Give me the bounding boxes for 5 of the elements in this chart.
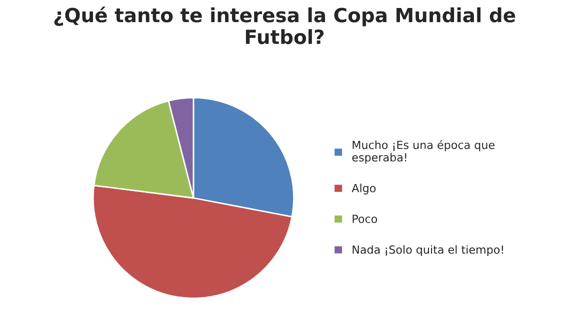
legend-label: Poco [352, 214, 378, 224]
legend-label: Nada ¡Solo quita el tiempo! [352, 245, 503, 256]
legend-label: Algo [352, 184, 376, 194]
legend-label: Mucho ¡Es una época que esperaba! [352, 140, 494, 164]
chart-title: ¿Qué tanto te interesa la Copa Mundial de Futbol? [54, 6, 516, 44]
